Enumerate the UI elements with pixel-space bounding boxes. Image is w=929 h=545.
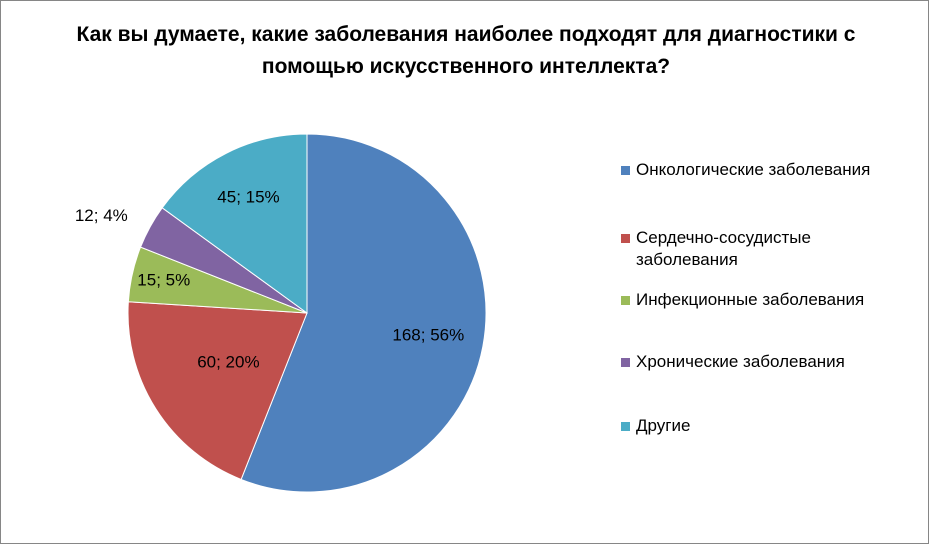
pie-slice	[161, 133, 308, 314]
legend-label: Другие	[636, 416, 691, 435]
legend-label: Онкологические заболевания	[636, 160, 871, 179]
legend-swatch	[621, 166, 630, 175]
legend-label: Инфекционные заболевания	[636, 290, 865, 309]
data-label: 168; 56%	[392, 326, 464, 345]
legend-item: Хронические заболевания	[621, 351, 845, 373]
legend-label: Хронические заболевания	[636, 352, 845, 371]
legend-swatch	[621, 296, 630, 305]
legend-label: Сердечно-сосудистые заболевания	[636, 228, 811, 269]
legend-item: Другие	[621, 415, 690, 437]
pie-slice	[240, 133, 487, 493]
data-label: 12; 4%	[75, 206, 128, 225]
legend-item: Инфекционные заболевания	[621, 289, 864, 311]
legend-swatch	[621, 234, 630, 243]
legend-item: Сердечно-сосудистые заболевания	[621, 227, 851, 271]
chart-title: Как вы думаете, какие заболевания наибол…	[76, 23, 856, 78]
data-label: 15; 5%	[137, 270, 190, 289]
data-label: 60; 20%	[197, 352, 259, 371]
legend-swatch	[621, 422, 630, 431]
data-label: 45; 15%	[217, 188, 279, 207]
pie-slice	[127, 301, 308, 481]
legend-swatch	[621, 358, 630, 367]
legend-item: Онкологические заболевания	[621, 159, 870, 181]
